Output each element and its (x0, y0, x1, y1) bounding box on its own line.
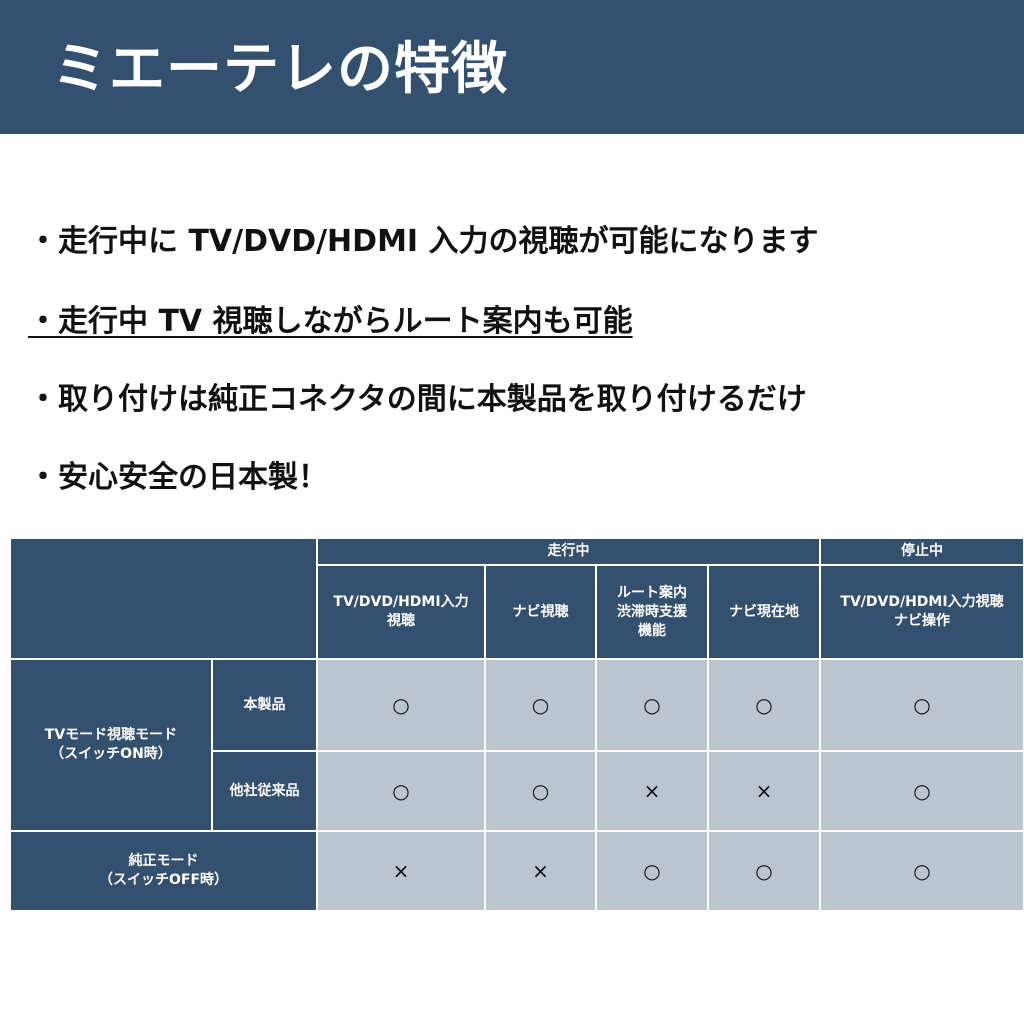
table-cell: × (597, 752, 707, 830)
row-label: 本製品 (213, 660, 316, 750)
feature-bullet: ・走行中に TV/DVD/HDMI 入力の視聴が可能になります (28, 224, 819, 259)
header-stopped: 停止中 (821, 539, 1023, 564)
feature-bullet: ・取り付けは純正コネクタの間に本製品を取り付けるだけ (28, 382, 807, 417)
column-header: ナビ視聴 (486, 566, 595, 658)
page-title: ミエーテレの特徴 (52, 37, 508, 102)
corner-cell (11, 539, 316, 658)
table-cell: × (709, 752, 819, 830)
table-cell: × (486, 832, 595, 910)
table-cell: ○ (486, 752, 595, 830)
column-header: TV/DVD/HDMI入力 視聴 (318, 566, 484, 658)
table-cell: × (318, 832, 484, 910)
feature-bullet: ・安心安全の日本製！ (28, 460, 328, 495)
table-cell: ○ (709, 832, 819, 910)
comparison-table: 走行中 停止中 TVモード視聴モード （スイッチON時） 純正モード （スイッチ… (11, 539, 1023, 910)
header-moving: 走行中 (318, 539, 819, 564)
table-cell: ○ (318, 660, 484, 750)
column-header: ルート案内 渋滞時支援 機能 (597, 566, 707, 658)
table-cell: ○ (821, 832, 1023, 910)
table-cell: ○ (709, 660, 819, 750)
row-label: 他社従来品 (213, 752, 316, 830)
table-cell: ○ (597, 832, 707, 910)
title-banner: ミエーテレの特徴 (0, 0, 1024, 134)
table-cell: ○ (821, 660, 1023, 750)
column-header: TV/DVD/HDMI入力視聴 ナビ操作 (821, 566, 1023, 658)
row-group-tv-mode: TVモード視聴モード （スイッチON時） (11, 660, 211, 830)
row-group-genuine-mode: 純正モード （スイッチOFF時） (11, 832, 316, 910)
table-cell: ○ (597, 660, 707, 750)
table-cell: ○ (486, 660, 595, 750)
column-header: ナビ現在地 (709, 566, 819, 658)
table-cell: ○ (821, 752, 1023, 830)
table-cell: ○ (318, 752, 484, 830)
feature-bullet: ・走行中 TV 視聴しながらルート案内も可能 (28, 304, 633, 339)
